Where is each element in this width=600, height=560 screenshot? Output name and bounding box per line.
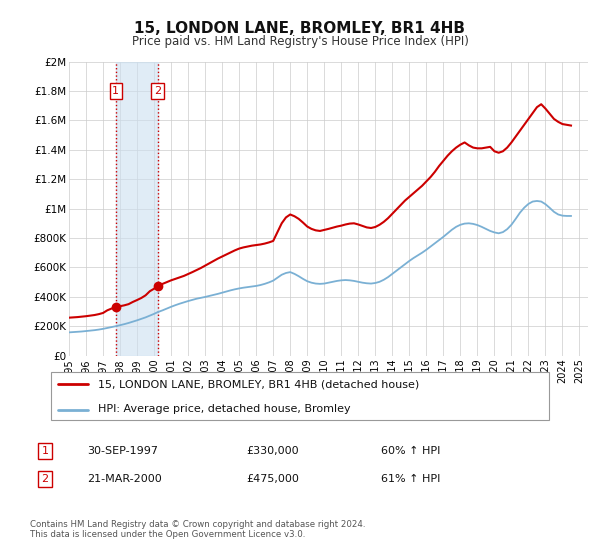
Text: HPI: Average price, detached house, Bromley: HPI: Average price, detached house, Brom…: [98, 404, 351, 414]
Text: 61% ↑ HPI: 61% ↑ HPI: [381, 474, 440, 484]
Text: 30-SEP-1997: 30-SEP-1997: [87, 446, 158, 456]
Text: 1: 1: [112, 86, 119, 96]
Text: Contains HM Land Registry data © Crown copyright and database right 2024.: Contains HM Land Registry data © Crown c…: [30, 520, 365, 529]
Text: 15, LONDON LANE, BROMLEY, BR1 4HB: 15, LONDON LANE, BROMLEY, BR1 4HB: [134, 21, 466, 36]
Text: 15, LONDON LANE, BROMLEY, BR1 4HB (detached house): 15, LONDON LANE, BROMLEY, BR1 4HB (detac…: [98, 380, 419, 390]
Text: This data is licensed under the Open Government Licence v3.0.: This data is licensed under the Open Gov…: [30, 530, 305, 539]
Text: £330,000: £330,000: [246, 446, 299, 456]
FancyBboxPatch shape: [50, 372, 550, 420]
Text: Price paid vs. HM Land Registry's House Price Index (HPI): Price paid vs. HM Land Registry's House …: [131, 35, 469, 48]
Bar: [116, 62, 158, 356]
Text: 21-MAR-2000: 21-MAR-2000: [87, 474, 162, 484]
Text: 60% ↑ HPI: 60% ↑ HPI: [381, 446, 440, 456]
Text: 2: 2: [41, 474, 49, 484]
Text: 1: 1: [41, 446, 49, 456]
Text: £475,000: £475,000: [246, 474, 299, 484]
Text: 2: 2: [154, 86, 161, 96]
